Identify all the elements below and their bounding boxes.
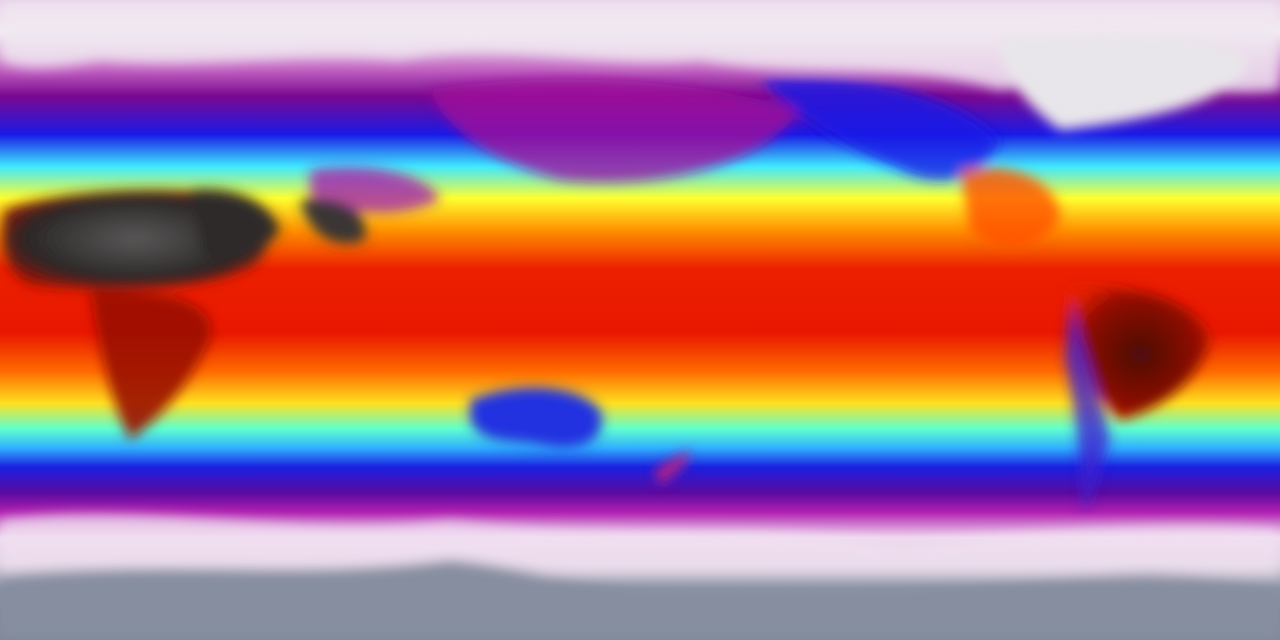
india-hot	[300, 199, 366, 244]
southern-ocean-white	[0, 514, 1280, 575]
new-zealand	[655, 450, 690, 485]
andes-cold	[1065, 300, 1110, 515]
mexico-us-hot	[960, 167, 1060, 249]
australia	[470, 387, 602, 449]
siberia-cold	[430, 79, 800, 183]
antarctica	[0, 560, 1280, 640]
amazon-basin	[1070, 287, 1210, 420]
greenland	[1000, 34, 1250, 130]
tibet-plateau	[310, 166, 440, 213]
africa-south	[90, 290, 211, 440]
arctic-white-region	[0, 0, 1280, 93]
north-america-cold	[760, 77, 1000, 180]
arabian-desert	[190, 189, 280, 261]
